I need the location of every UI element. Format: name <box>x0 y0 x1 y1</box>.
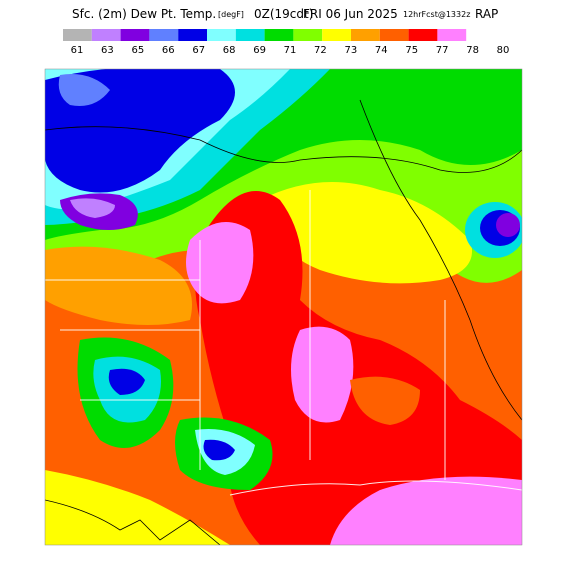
legend-swatch <box>322 29 351 41</box>
forecast: 12hrFcst@1332z <box>403 10 470 19</box>
title-row: Sfc. (2m) Dew Pt. Temp. [degF] 0Z(19cdt)… <box>72 7 498 21</box>
legend-swatch <box>149 29 179 41</box>
legend-swatch <box>437 29 467 41</box>
color-legend: 61 63 65 66 67 68 69 71 72 73 74 75 77 78 80 <box>63 29 509 56</box>
legend-label: 68 <box>223 45 236 56</box>
legend-label: 65 <box>131 45 144 56</box>
legend-label: 72 <box>314 45 327 56</box>
legend-swatch <box>351 29 380 41</box>
legend-swatch <box>178 29 207 41</box>
legend-label: 77 <box>436 45 449 56</box>
legend-swatch <box>120 29 150 41</box>
legend-label: 63 <box>101 45 114 56</box>
legend-swatch <box>91 29 121 41</box>
legend-label: 71 <box>284 45 297 56</box>
legend-swatch <box>408 29 438 41</box>
legend-label: 69 <box>253 45 266 56</box>
parameter: Sfc. (2m) Dew Pt. Temp. <box>72 7 216 21</box>
units: [degF] <box>218 10 244 19</box>
legend-label: 73 <box>344 45 357 56</box>
date: FRI 06 Jun 2025 <box>303 7 398 21</box>
legend-label: 61 <box>71 45 84 56</box>
legend-swatch <box>264 29 294 41</box>
legend-swatch <box>235 29 265 41</box>
legend-label: 67 <box>192 45 205 56</box>
legend-label: 66 <box>162 45 175 56</box>
valid-time: 0Z(19cdt) <box>254 7 313 21</box>
legend-swatch <box>379 29 409 41</box>
legend-swatch <box>63 29 92 41</box>
legend-swatch <box>293 29 323 41</box>
model: RAP <box>475 7 498 21</box>
map <box>44 68 523 546</box>
legend-label: 74 <box>375 45 388 56</box>
legend-label: 78 <box>466 45 479 56</box>
legend-label: 75 <box>405 45 418 56</box>
legend-swatch <box>207 29 236 41</box>
legend-label: 80 <box>497 45 510 56</box>
